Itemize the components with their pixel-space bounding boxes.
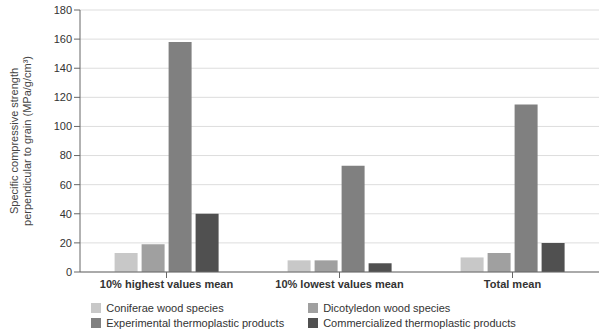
svg-text:180: 180 bbox=[54, 4, 72, 16]
html-text:Dicotyledon wood species: Dicotyledon wood species bbox=[323, 302, 451, 314]
svg-text:120: 120 bbox=[54, 91, 72, 103]
svg-text:10% highest values mean: 10% highest values mean bbox=[100, 278, 234, 290]
svg-text:60: 60 bbox=[60, 179, 72, 191]
svg-text:10% lowest values mean: 10% lowest values mean bbox=[275, 278, 404, 290]
svg-text:Specific compressive strengthp: Specific compressive strengthperpendicul… bbox=[8, 56, 33, 226]
svg-text:Total mean: Total mean bbox=[484, 278, 542, 290]
html-text:Coniferae wood species: Coniferae wood species bbox=[106, 302, 224, 314]
svg-text:140: 140 bbox=[54, 62, 72, 74]
svg-text:100: 100 bbox=[54, 120, 72, 132]
svg-text:40: 40 bbox=[60, 208, 72, 220]
svg-text:80: 80 bbox=[60, 149, 72, 161]
svg-text:20: 20 bbox=[60, 237, 72, 249]
html-text:Experimental thermoplastic pro: Experimental thermoplastic products bbox=[106, 317, 285, 329]
html-text:Commercialized thermoplastic p: Commercialized thermoplastic products bbox=[323, 317, 516, 329]
svg-text:160: 160 bbox=[54, 33, 72, 45]
svg-text:0: 0 bbox=[66, 266, 72, 278]
